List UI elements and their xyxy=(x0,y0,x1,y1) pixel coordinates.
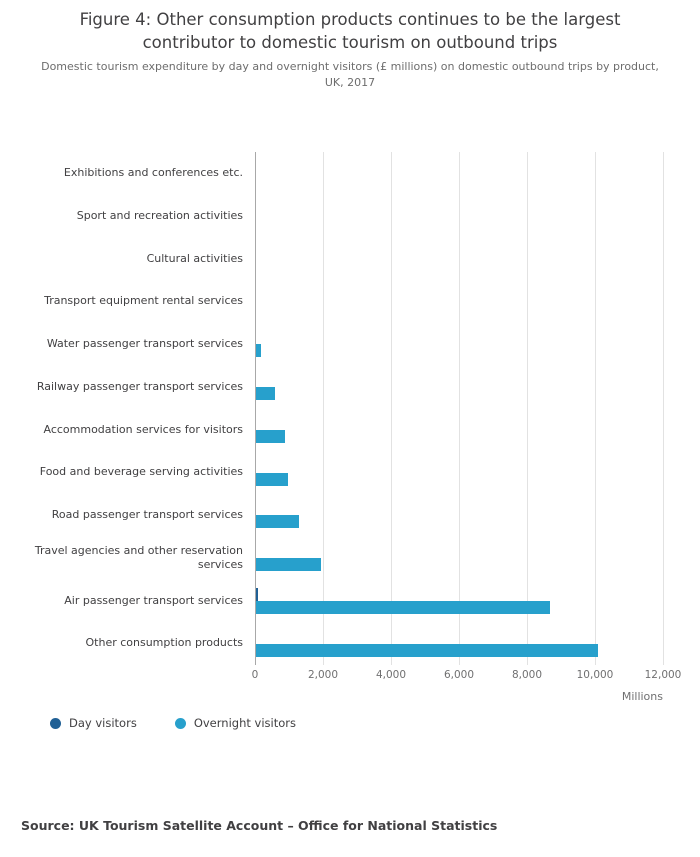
category-label: Transport equipment rental services xyxy=(44,294,243,308)
legend-item-day-visitors: Day visitors xyxy=(50,716,137,730)
overnight-visitors-bar xyxy=(256,429,285,443)
bar-chart: Exhibitions and conferences etc. Sport an… xyxy=(0,152,682,703)
x-tick-label: 2,000 xyxy=(307,669,339,681)
legend-label-overnight-visitors: Overnight visitors xyxy=(193,716,296,730)
figure-subtitle: Domestic tourism expenditure by day and … xyxy=(41,60,659,89)
category-label: Railway passenger transport services xyxy=(36,379,243,393)
category-label: Cultural activities xyxy=(146,251,243,265)
overnight-visitors-bar xyxy=(256,344,262,358)
overnight-visitors-bar xyxy=(256,387,275,401)
plot-area xyxy=(254,152,664,665)
gridline xyxy=(526,152,528,665)
x-tick-label: 0 xyxy=(251,669,259,681)
overnight-visitors-swatch-icon xyxy=(174,717,186,729)
legend-label-day-visitors: Day visitors xyxy=(69,716,137,730)
category-labels: Exhibitions and conferences etc. Sport an… xyxy=(0,152,243,665)
category-label: Water passenger transport services xyxy=(46,337,243,351)
x-axis: 0 2,000 4,000 6,000 8,000 10,000 12,000 xyxy=(251,669,682,683)
gridline xyxy=(390,152,392,665)
x-tick-label: 12,000 xyxy=(644,669,682,681)
x-tick-label: 10,000 xyxy=(576,669,614,681)
category-label: Air passenger transport services xyxy=(64,593,243,607)
x-tick-label: 4,000 xyxy=(375,669,407,681)
day-visitors-bar xyxy=(256,587,258,601)
overnight-visitors-bar xyxy=(256,472,289,486)
category-label: Other consumption products xyxy=(85,636,244,650)
x-tick-label: 8,000 xyxy=(511,669,543,681)
y-axis-line xyxy=(254,152,256,665)
overnight-visitors-bar xyxy=(256,558,321,572)
legend-item-overnight-visitors: Overnight visitors xyxy=(174,716,296,730)
figure-title: Figure 4: Other consumption products con… xyxy=(79,10,621,53)
gridline xyxy=(662,152,664,665)
gridline xyxy=(458,152,460,665)
x-axis-title: Millions xyxy=(621,690,663,703)
legend: Day visitors Overnight visitors xyxy=(50,716,296,730)
overnight-visitors-bar xyxy=(256,643,598,657)
day-visitors-swatch-icon xyxy=(50,717,61,729)
category-label: Accommodation services for visitors xyxy=(43,422,243,436)
category-label: Road passenger transport services xyxy=(51,508,243,522)
category-label: Exhibitions and conferences etc. xyxy=(63,166,243,180)
overnight-visitors-bar xyxy=(256,515,299,529)
gridline xyxy=(322,152,324,665)
gridline xyxy=(594,152,596,665)
overnight-visitors-bar xyxy=(256,600,551,614)
category-label: Travel agencies and other reservation se… xyxy=(34,543,243,572)
category-label: Food and beverage serving activities xyxy=(39,465,243,479)
category-label: Sport and recreation activities xyxy=(76,208,243,222)
source-note: Source: UK Tourism Satellite Account – O… xyxy=(21,818,498,833)
x-tick-label: 6,000 xyxy=(443,669,475,681)
